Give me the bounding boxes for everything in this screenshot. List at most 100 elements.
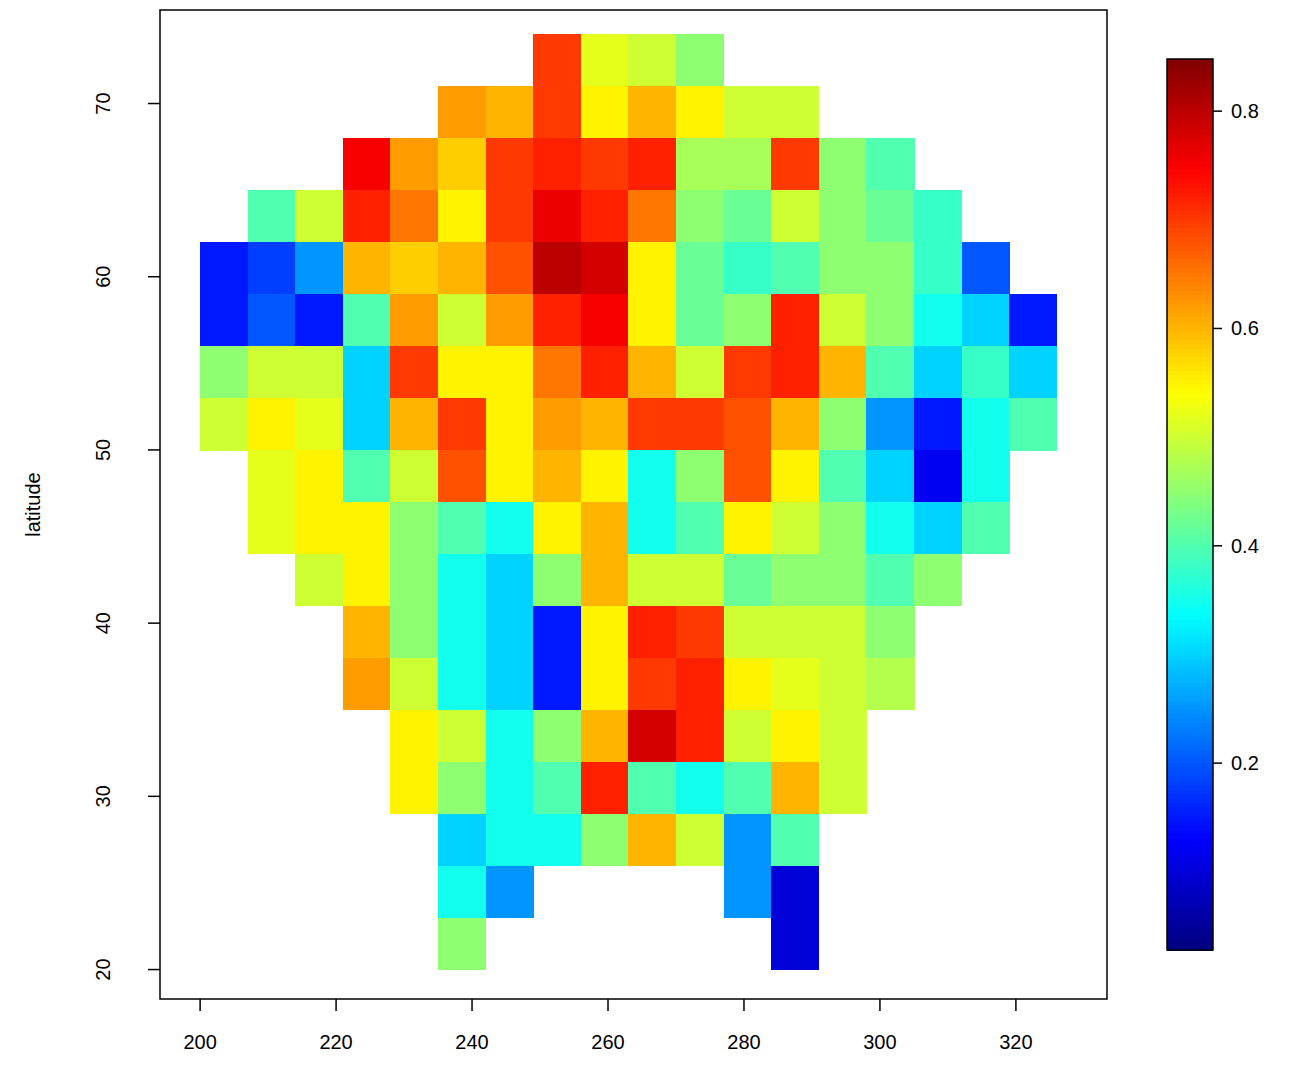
- cell: [581, 398, 629, 451]
- cell: [438, 86, 486, 139]
- cell: [295, 346, 343, 399]
- colorbar-step: [1167, 834, 1213, 839]
- colorbar-step: [1167, 692, 1213, 697]
- colorbar-step: [1167, 683, 1213, 688]
- colorbar-step: [1167, 460, 1213, 465]
- colorbar-step: [1167, 687, 1213, 692]
- y-tick-label: 40: [92, 612, 114, 634]
- cell: [200, 346, 248, 399]
- colorbar-step: [1167, 790, 1213, 795]
- cell: [628, 86, 676, 139]
- cell: [248, 502, 296, 555]
- colorbar-step: [1167, 184, 1213, 189]
- x-tick: [879, 999, 881, 1011]
- cell: [914, 190, 962, 243]
- cell: [676, 294, 724, 347]
- colorbar-step: [1167, 277, 1213, 282]
- cell: [390, 346, 438, 399]
- cell: [581, 450, 629, 503]
- cell: [438, 346, 486, 399]
- cell: [438, 918, 486, 971]
- colorbar-step: [1167, 202, 1213, 207]
- cell: [771, 606, 819, 659]
- cell: [533, 606, 581, 659]
- cell: [486, 606, 534, 659]
- colorbar-step: [1167, 353, 1213, 358]
- colorbar-step: [1167, 776, 1213, 781]
- cell: [866, 138, 914, 191]
- cell: [676, 814, 724, 867]
- cell: [771, 398, 819, 451]
- colorbar-step: [1167, 469, 1213, 474]
- cell: [581, 34, 629, 87]
- colorbar-step: [1167, 251, 1213, 256]
- y-tick-label: 20: [92, 958, 114, 980]
- cell: [819, 554, 867, 607]
- colorbar-step: [1167, 545, 1213, 550]
- cell: [486, 814, 534, 867]
- cell: [248, 346, 296, 399]
- colorbar-step: [1167, 389, 1213, 394]
- colorbar-step: [1167, 727, 1213, 732]
- cell: [581, 86, 629, 139]
- colorbar-step: [1167, 562, 1213, 567]
- colorbar-step: [1167, 420, 1213, 425]
- cell: [581, 138, 629, 191]
- plot-frame: [160, 10, 1107, 999]
- colorbar-step: [1167, 745, 1213, 750]
- cell: [581, 814, 629, 867]
- colorbar-step: [1167, 678, 1213, 683]
- cell: [343, 606, 391, 659]
- colorbar-step: [1167, 714, 1213, 719]
- cell: [533, 190, 581, 243]
- colorbar-step: [1167, 482, 1213, 487]
- cell: [628, 450, 676, 503]
- colorbar-step: [1167, 652, 1213, 657]
- colorbar-step: [1167, 295, 1213, 300]
- colorbar-step: [1167, 224, 1213, 229]
- cell: [771, 138, 819, 191]
- cell: [200, 294, 248, 347]
- cell: [295, 190, 343, 243]
- cell: [486, 554, 534, 607]
- cell: [724, 138, 772, 191]
- cell: [676, 190, 724, 243]
- colorbar-step: [1167, 723, 1213, 728]
- cell: [343, 242, 391, 295]
- colorbar-step: [1167, 175, 1213, 180]
- cell: [343, 554, 391, 607]
- colorbar-step: [1167, 758, 1213, 763]
- cell: [200, 398, 248, 451]
- colorbar-step: [1167, 304, 1213, 309]
- cell: [866, 502, 914, 555]
- colorbar-step: [1167, 772, 1213, 777]
- colorbar-step: [1167, 513, 1213, 518]
- colorbar-step: [1167, 656, 1213, 661]
- colorbar-step: [1167, 326, 1213, 331]
- colorbar-step: [1167, 282, 1213, 287]
- colorbar-step: [1167, 643, 1213, 648]
- cell: [724, 762, 772, 815]
- colorbar-step: [1167, 135, 1213, 140]
- colorbar-step: [1167, 455, 1213, 460]
- cell: [295, 554, 343, 607]
- colorbar-step: [1167, 816, 1213, 821]
- colorbar-step: [1167, 130, 1213, 135]
- y-axis-title: latitude: [22, 472, 44, 537]
- colorbar-step: [1167, 571, 1213, 576]
- colorbar-step: [1167, 941, 1213, 946]
- cell: [581, 190, 629, 243]
- colorbar-step: [1167, 781, 1213, 786]
- colorbar-step: [1167, 629, 1213, 634]
- x-tick-label: 300: [863, 1031, 896, 1053]
- colorbar-step: [1167, 620, 1213, 625]
- colorbar-step: [1167, 139, 1213, 144]
- cell: [914, 242, 962, 295]
- cell: [628, 398, 676, 451]
- cell: [390, 502, 438, 555]
- y-tick: [148, 276, 160, 278]
- cell: [581, 502, 629, 555]
- cell: [866, 554, 914, 607]
- cell: [866, 398, 914, 451]
- cell: [438, 866, 486, 919]
